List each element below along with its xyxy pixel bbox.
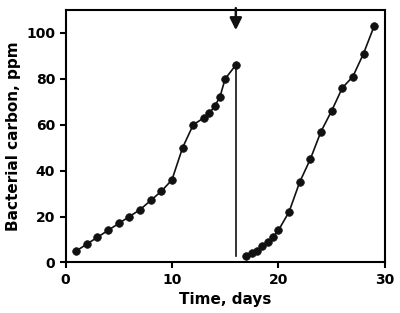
X-axis label: Time, days: Time, days	[179, 292, 271, 307]
Y-axis label: Bacterial carbon, ppm: Bacterial carbon, ppm	[6, 41, 20, 231]
